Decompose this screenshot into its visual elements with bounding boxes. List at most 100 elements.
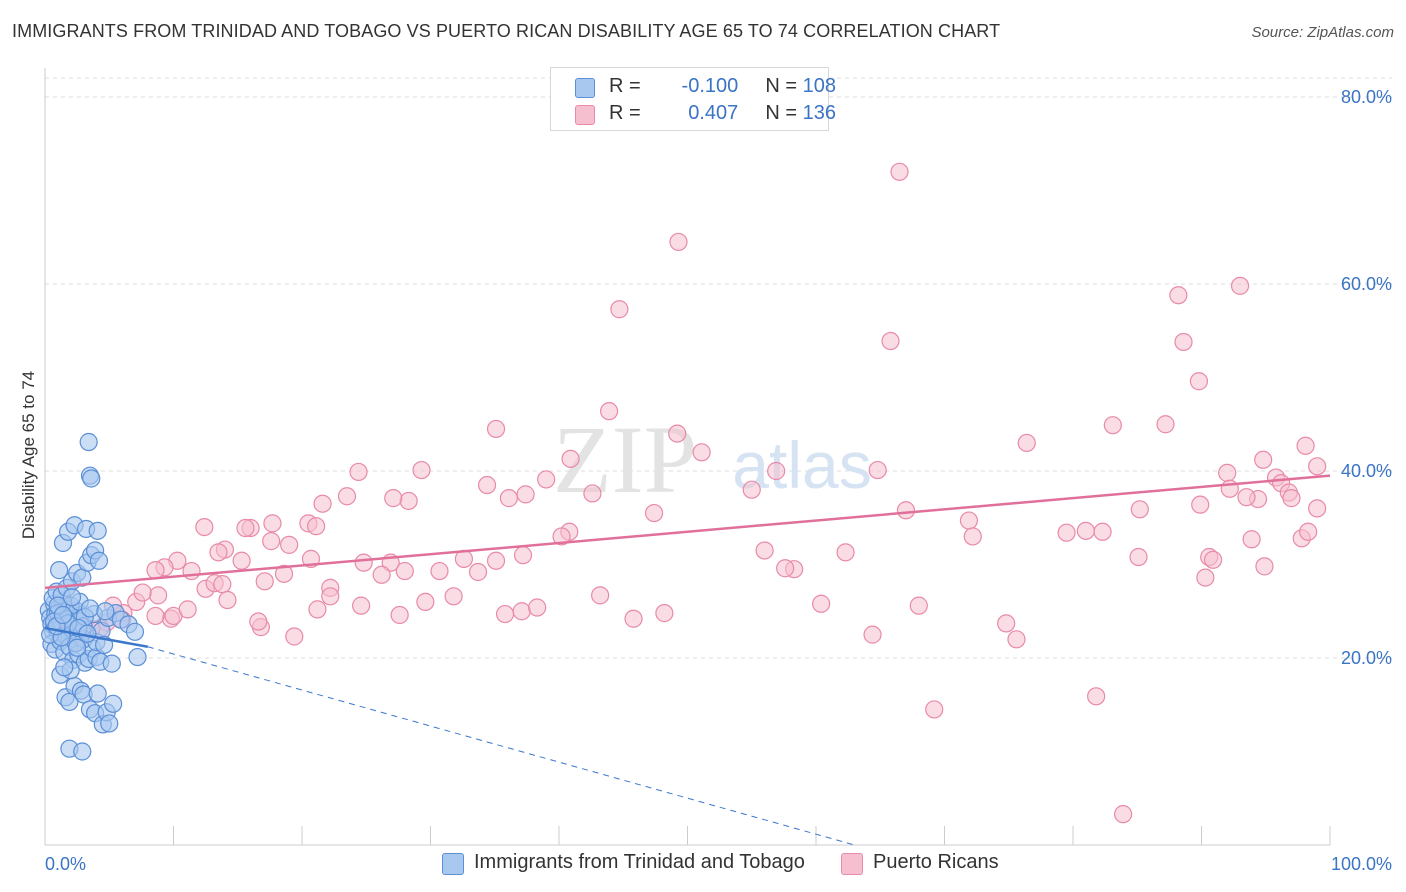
data-point-puerto-ricans [1282,489,1301,508]
y-axis-title: Disability Age 65 to 74 [19,371,38,539]
data-point-trinidad-tobago [96,602,115,621]
data-point-puerto-ricans [1087,687,1106,706]
data-point-puerto-ricans [1076,521,1095,540]
data-point-puerto-ricans [249,612,268,631]
data-point-trinidad-tobago [88,521,107,540]
data-point-puerto-ricans [146,561,165,580]
data-point-trinidad-tobago [73,742,92,761]
data-point-puerto-ricans [390,605,409,625]
data-point-puerto-ricans [1103,416,1122,435]
data-point-puerto-ricans [430,561,449,581]
legend-r-value-series1: -0.100 [681,75,739,97]
data-point-puerto-ricans [352,596,371,615]
data-point-puerto-ricans [1203,550,1223,569]
data-point-puerto-ricans [477,475,497,495]
data-point-trinidad-tobago [55,658,74,677]
data-point-puerto-ricans [209,543,228,562]
data-point-puerto-ricans [262,532,281,551]
data-point-trinidad-tobago [89,551,109,570]
data-point-puerto-ricans [583,484,602,503]
data-point-puerto-ricans [812,594,831,613]
chart-title: IMMIGRANTS FROM TRINIDAD AND TOBAGO VS P… [12,21,1001,41]
data-point-puerto-ricans [313,494,332,513]
legend-swatch-blue [575,78,595,98]
data-point-puerto-ricans [236,518,255,538]
data-point-puerto-ricans [372,565,391,584]
data-point-puerto-ricans [591,586,610,605]
data-point-puerto-ricans [1296,436,1315,455]
data-point-puerto-ricans [868,460,887,480]
data-point-puerto-ricans [1230,276,1250,295]
data-point-puerto-ricans [537,470,556,489]
trend-line-blue [44,626,149,649]
data-point-puerto-ricans [1218,463,1237,482]
trend-line-blue-extension [147,646,855,846]
data-point-puerto-ricans [863,625,882,644]
data-point-puerto-ricans [692,443,711,462]
data-point-puerto-ricans [195,517,214,537]
data-point-trinidad-tobago [102,654,121,673]
data-point-trinidad-tobago [128,647,147,667]
data-point-trinidad-tobago [125,622,145,641]
data-point-puerto-ricans [1299,522,1318,541]
data-point-puerto-ricans [486,419,506,439]
data-point-puerto-ricans [1255,557,1274,576]
data-point-trinidad-tobago [104,694,123,713]
data-point-puerto-ricans [1174,332,1193,352]
data-point-puerto-ricans [755,541,774,560]
data-point-puerto-ricans [218,590,237,610]
data-point-puerto-ricans [655,604,674,623]
legend-n-label: N = [765,102,798,124]
data-point-trinidad-tobago [82,469,101,488]
data-point-puerto-ricans [1308,499,1327,518]
data-point-puerto-ricans [1130,500,1149,519]
data-point-puerto-ricans [444,587,463,606]
data-point-puerto-ricans [742,480,761,499]
data-point-puerto-ricans [624,609,643,628]
data-point-puerto-ricans [1191,495,1210,514]
data-point-puerto-ricans [512,602,531,621]
source-label: Source: ZipAtlas.com [1251,24,1394,41]
data-point-puerto-ricans [881,331,900,351]
bottom-legend-label-series2: Puerto Ricans [873,851,999,873]
data-point-puerto-ricans [528,598,547,617]
trend-lines [44,474,1331,846]
data-point-puerto-ricans [337,487,357,506]
data-point-puerto-ricans [148,586,168,605]
data-point-puerto-ricans [1017,433,1036,453]
data-point-puerto-ricans [354,553,373,572]
data-point-puerto-ricans [395,561,414,581]
data-point-puerto-ricans [182,561,201,581]
data-point-puerto-ricans [232,551,251,570]
data-point-puerto-ricans [308,600,327,619]
data-point-puerto-ricans [263,514,282,533]
data-point-trinidad-tobago [62,588,82,607]
data-point-trinidad-tobago [80,599,100,618]
y-tick-label: 40.0% [1341,461,1392,481]
data-point-puerto-ricans [1254,450,1273,469]
data-point-puerto-ricans [468,562,488,582]
data-point-puerto-ricans [561,449,580,468]
data-point-puerto-ricans [909,596,928,615]
data-point-puerto-ricans [1007,630,1026,649]
data-point-puerto-ricans [610,300,629,319]
x-tick-label-max: 100.0% [1331,854,1392,874]
data-point-puerto-ricans [669,232,688,252]
data-point-puerto-ricans [495,604,515,624]
data-point-trinidad-tobago [100,714,119,733]
bottom-legend-swatch-blue [442,853,464,875]
data-point-puerto-ricans [412,460,431,480]
data-point-puerto-ricans [1093,522,1112,541]
legend-r-label: R = [609,75,641,97]
data-point-puerto-ricans [280,535,299,554]
data-point-puerto-ricans [767,461,786,481]
data-point-puerto-ricans [644,503,664,523]
trend-line-pink [44,474,1331,590]
data-point-puerto-ricans [1156,415,1175,434]
data-point-puerto-ricans [513,546,533,565]
data-point-puerto-ricans [896,501,916,520]
y-tick-label: 60.0% [1341,274,1392,294]
data-point-puerto-ricans [959,511,979,530]
data-point-trinidad-tobago [68,638,87,657]
